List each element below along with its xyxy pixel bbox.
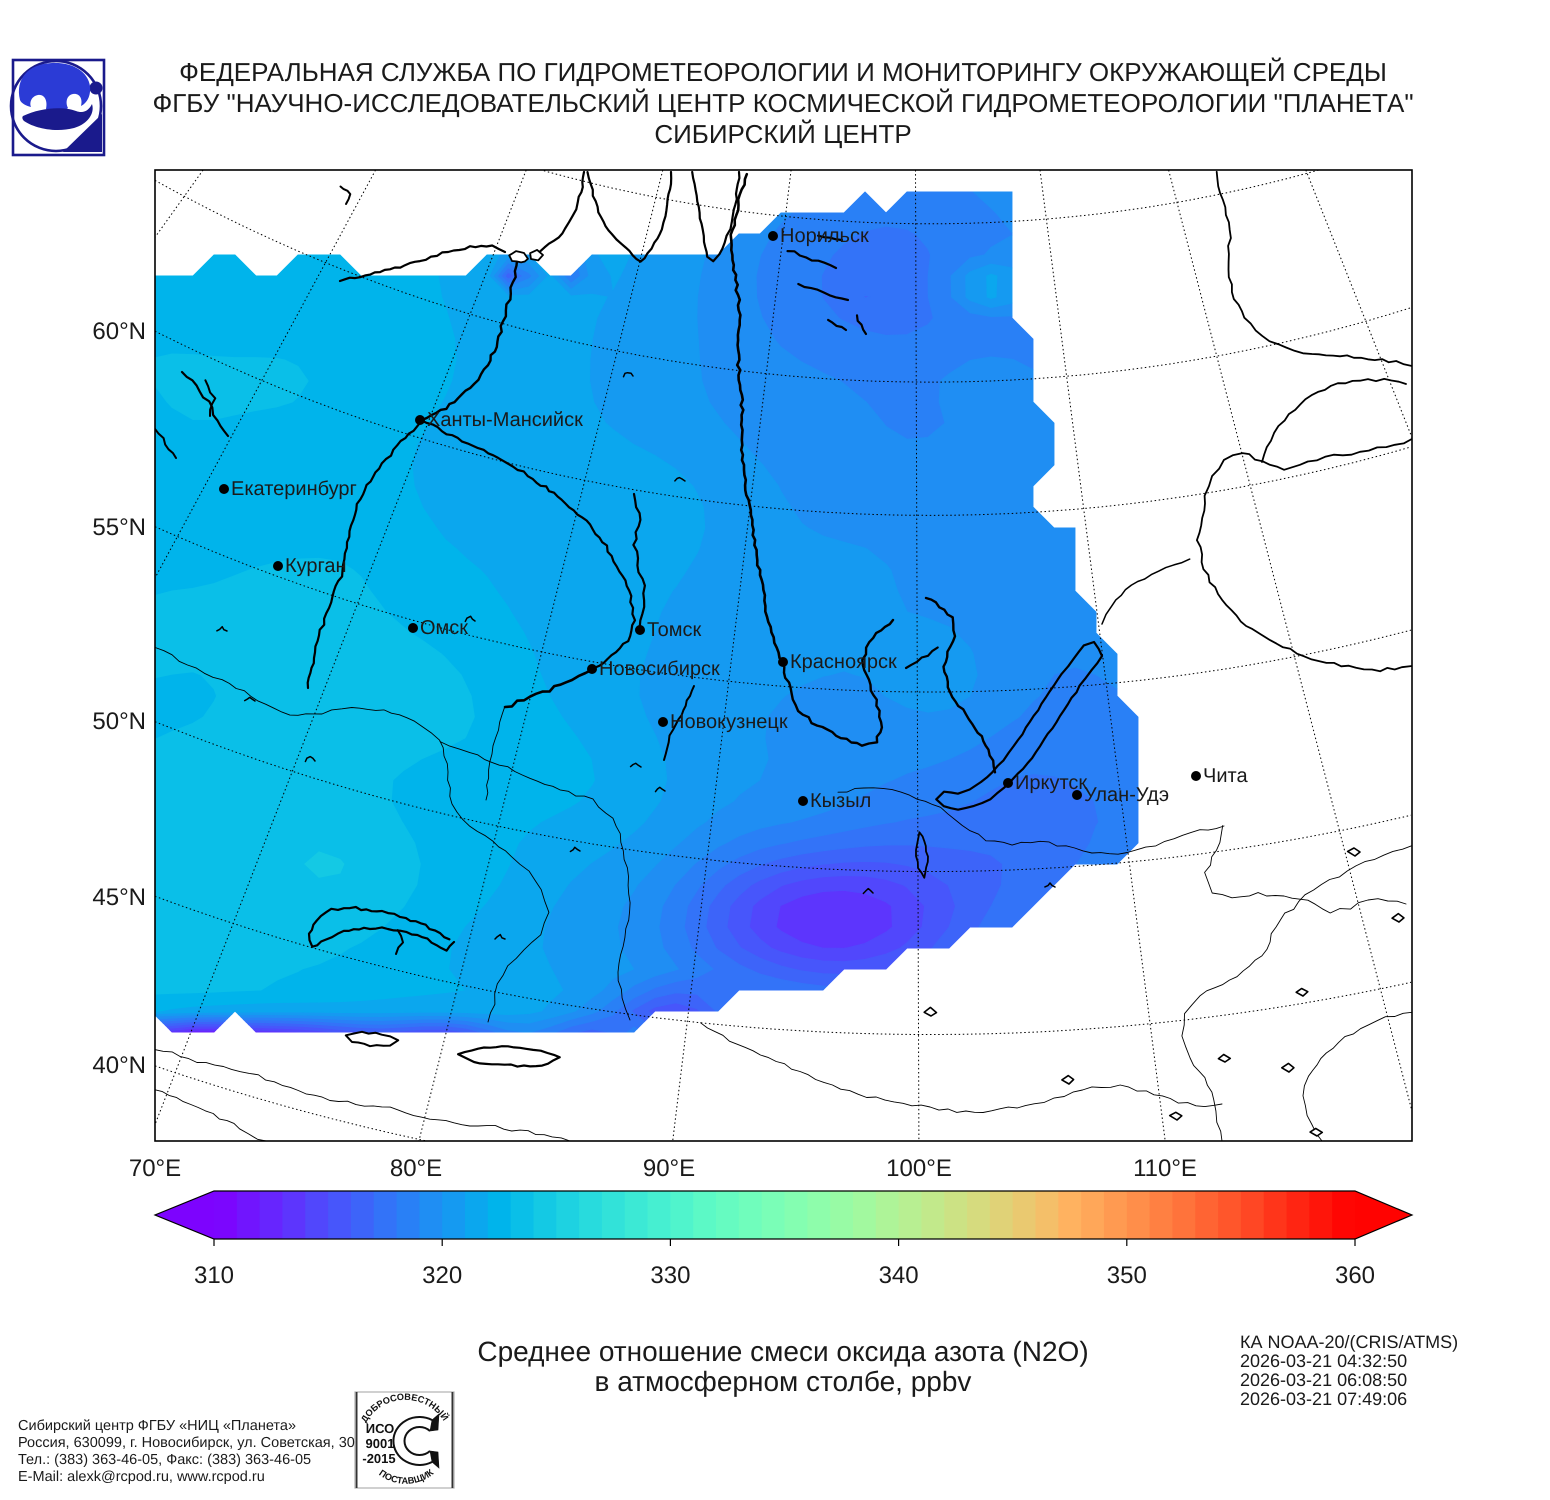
svg-text:50°N: 50°N (92, 708, 146, 735)
svg-text:E-Mail: alexk@rcpod.ru, www.rc: E-Mail: alexk@rcpod.ru, www.rcpod.ru (18, 1469, 265, 1485)
svg-text:ИСО: ИСО (366, 1421, 395, 1436)
svg-text:Ханты-Мансийск: Ханты-Мансийск (427, 409, 583, 431)
svg-text:Сибирский центр ФГБУ «НИЦ «Пла: Сибирский центр ФГБУ «НИЦ «Планета» (18, 1418, 296, 1434)
svg-text:Улан-Удэ: Улан-Удэ (1084, 784, 1169, 806)
svg-text:70°E: 70°E (129, 1155, 181, 1182)
svg-text:Новосибирск: Новосибирск (599, 658, 720, 680)
svg-text:2026-03-21 06:08:50: 2026-03-21 06:08:50 (1240, 1370, 1407, 1390)
svg-text:Среднее отношение смеси оксида: Среднее отношение смеси оксида азота (N2… (477, 1336, 1088, 1367)
svg-text:Чита: Чита (1203, 765, 1248, 787)
svg-text:СИБИРСКИЙ ЦЕНТР: СИБИРСКИЙ ЦЕНТР (654, 119, 911, 149)
svg-text:Россия, 630099, г. Новосибирск: Россия, 630099, г. Новосибирск, ул. Сове… (18, 1435, 355, 1451)
svg-text:55°N: 55°N (92, 514, 146, 541)
svg-text:330: 330 (650, 1262, 690, 1289)
svg-text:110°E: 110°E (1133, 1155, 1197, 1182)
svg-text:Красноярск: Красноярск (790, 651, 897, 673)
svg-text:Тел.: (383) 363-46-05, Факс: (: Тел.: (383) 363-46-05, Факс: (383) 363-4… (18, 1452, 311, 1468)
svg-text:Иркутск: Иркутск (1015, 772, 1087, 794)
svg-text:350: 350 (1107, 1262, 1147, 1289)
svg-text:9001: 9001 (366, 1436, 395, 1451)
svg-text:Курган: Курган (285, 555, 347, 577)
svg-text:ФЕДЕРАЛЬНАЯ СЛУЖБА ПО ГИДРОМЕТ: ФЕДЕРАЛЬНАЯ СЛУЖБА ПО ГИДРОМЕТЕОРОЛОГИИ … (179, 57, 1387, 87)
svg-text:40°N: 40°N (92, 1052, 146, 1079)
svg-text:Норильск: Норильск (780, 225, 869, 247)
svg-text:2026-03-21 07:49:06: 2026-03-21 07:49:06 (1240, 1389, 1407, 1409)
svg-text:Омск: Омск (420, 617, 468, 639)
svg-text:Томск: Томск (647, 619, 702, 641)
svg-text:-2015: -2015 (362, 1451, 395, 1466)
svg-text:45°N: 45°N (92, 884, 146, 911)
svg-text:в атмосферном столбе, ppbv: в атмосферном столбе, ppbv (595, 1366, 972, 1397)
svg-text:Новокузнецк: Новокузнецк (670, 711, 788, 733)
svg-text:Екатеринбург: Екатеринбург (231, 478, 357, 500)
svg-text:310: 310 (194, 1262, 234, 1289)
svg-text:Кызыл: Кызыл (810, 790, 871, 812)
svg-text:360: 360 (1335, 1262, 1375, 1289)
svg-text:90°E: 90°E (643, 1155, 695, 1182)
svg-text:340: 340 (879, 1262, 919, 1289)
svg-text:2026-03-21 04:32:50: 2026-03-21 04:32:50 (1240, 1351, 1407, 1371)
svg-text:100°E: 100°E (886, 1155, 952, 1182)
svg-text:320: 320 (422, 1262, 462, 1289)
svg-text:ФГБУ "НАУЧНО-ИССЛЕДОВАТЕЛЬСКИЙ: ФГБУ "НАУЧНО-ИССЛЕДОВАТЕЛЬСКИЙ ЦЕНТР КОС… (152, 88, 1413, 118)
svg-text:КА NOAA-20/(CRIS/ATMS): КА NOAA-20/(CRIS/ATMS) (1240, 1332, 1458, 1352)
svg-text:80°E: 80°E (390, 1155, 442, 1182)
svg-text:60°N: 60°N (92, 318, 146, 345)
